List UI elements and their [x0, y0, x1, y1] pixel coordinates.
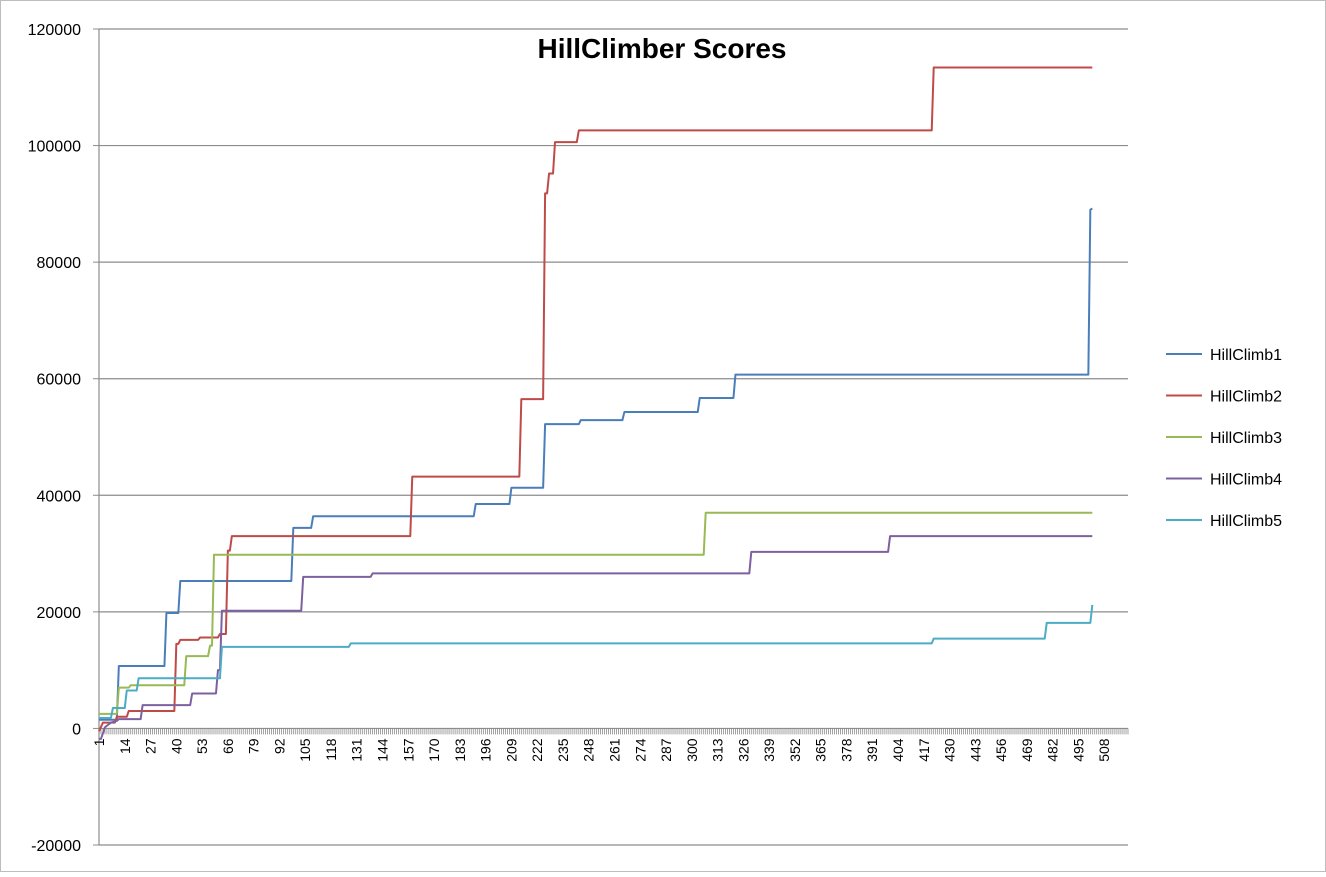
x-tick-label: 404 — [890, 738, 906, 762]
x-tick-label: 157 — [400, 738, 416, 762]
x-tick-label: 417 — [916, 738, 932, 762]
x-tick-label: 131 — [349, 738, 365, 762]
series-line-hillclimb5 — [99, 604, 1094, 719]
x-tick-label: 222 — [529, 738, 545, 762]
x-tick-label: 118 — [323, 738, 339, 761]
legend-label: HillClimb2 — [1210, 389, 1282, 406]
x-tick-label: 456 — [993, 738, 1009, 762]
x-tick-label: 339 — [761, 738, 777, 762]
x-tick-label: 482 — [1045, 738, 1061, 762]
x-tick-label: 365 — [813, 738, 829, 762]
series-line-hillclimb3 — [99, 511, 1093, 715]
x-tick-label: 287 — [658, 738, 674, 762]
axes: -20000 0 20000 40000 60000 80000 100000 120000 1… — [28, 22, 1129, 855]
x-tick-label: 352 — [787, 738, 803, 762]
x-tick-label: 430 — [942, 738, 958, 762]
x-tick-label: 105 — [297, 738, 313, 762]
x-tick-marks — [98, 728, 1129, 735]
x-tick-label: 313 — [710, 738, 726, 762]
x-tick-label: 66 — [220, 738, 236, 754]
x-tick-label: 1 — [91, 738, 107, 746]
x-tick-label: 274 — [632, 738, 648, 762]
series-line-hillclimb4 — [99, 535, 1093, 740]
x-tick-label: 469 — [1019, 738, 1035, 762]
x-tick-label: 196 — [478, 738, 494, 762]
y-tick-label: 0 — [72, 721, 81, 738]
gridlines — [99, 28, 1128, 846]
x-tick-label: 183 — [452, 738, 468, 762]
x-tick-label: 378 — [838, 738, 854, 762]
x-tick-label: 27 — [143, 738, 159, 754]
x-tick-label: 248 — [581, 738, 597, 762]
x-tick-label: 391 — [864, 738, 880, 762]
x-tick-label: 495 — [1070, 738, 1086, 762]
x-tick-label: 53 — [194, 738, 210, 754]
y-tick-label: 80000 — [37, 255, 82, 272]
x-tick-label: 300 — [684, 738, 700, 762]
series-line-hillclimb2 — [98, 66, 1093, 732]
x-tick-label: 144 — [375, 738, 391, 762]
x-tick-label: 209 — [503, 738, 519, 762]
legend-label: HillClimb4 — [1210, 472, 1282, 489]
chart-title: HillClimber Scores — [538, 33, 787, 64]
y-tick-label: 40000 — [37, 488, 82, 505]
series-line-hillclimb1 — [99, 207, 1093, 721]
series-lines — [98, 66, 1094, 740]
y-tick-label: 100000 — [28, 139, 81, 156]
legend-label: HillClimb5 — [1210, 513, 1282, 530]
y-tick-label: 20000 — [37, 605, 82, 622]
y-tick-label: -20000 — [31, 838, 81, 855]
x-tick-label: 326 — [735, 738, 751, 762]
legend-label: HillClimb1 — [1210, 347, 1282, 364]
x-tick-label: 508 — [1096, 738, 1112, 762]
legend-label: HillClimb3 — [1210, 430, 1282, 447]
y-tick-label: 60000 — [37, 372, 82, 389]
x-tick-label: 170 — [426, 738, 442, 762]
x-tick-label: 92 — [271, 738, 287, 754]
legend: HillClimb1 HillClimb2 HillClimb3 HillClimb4… — [1166, 347, 1282, 530]
x-tick-label: 443 — [967, 738, 983, 762]
x-tick-label: 79 — [246, 738, 262, 754]
x-tick-label: 261 — [606, 738, 622, 762]
x-tick-label: 40 — [168, 738, 184, 754]
y-tick-label: 120000 — [28, 22, 81, 39]
x-tick-label: 235 — [555, 738, 571, 762]
x-tick-label: 14 — [117, 738, 133, 754]
